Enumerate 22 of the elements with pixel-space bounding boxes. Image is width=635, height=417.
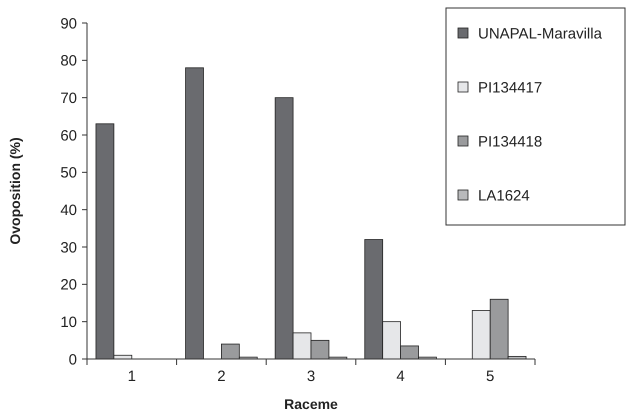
y-tick-label: 10 — [60, 314, 77, 331]
x-tick-label: 3 — [306, 368, 316, 385]
y-axis-title: Ovoposition (%) — [7, 137, 23, 245]
y-tick-label: 40 — [60, 202, 77, 219]
x-tick-label: 5 — [486, 368, 494, 385]
legend-label: PI134417 — [478, 79, 542, 96]
y-tick-label: 80 — [60, 52, 77, 70]
legend-label: LA1624 — [478, 187, 530, 204]
y-tick-label: 0 — [68, 351, 77, 368]
y-tick-label: 20 — [60, 276, 77, 294]
x-tick-label: 4 — [396, 368, 405, 385]
y-tick-label: 90 — [60, 15, 77, 32]
y-tick-label: 70 — [60, 90, 77, 107]
y-tick-label: 50 — [60, 164, 77, 182]
y-tick-label: 30 — [60, 239, 77, 256]
y-tick-label: 60 — [60, 127, 77, 144]
x-axis-title: Raceme — [284, 396, 338, 412]
x-tick-label: 2 — [217, 368, 226, 385]
x-tick-label: 1 — [128, 368, 136, 385]
legend-label: UNAPAL-Maravilla — [478, 25, 603, 42]
bar — [185, 67, 204, 360]
legend-label: PI134418 — [478, 133, 542, 150]
